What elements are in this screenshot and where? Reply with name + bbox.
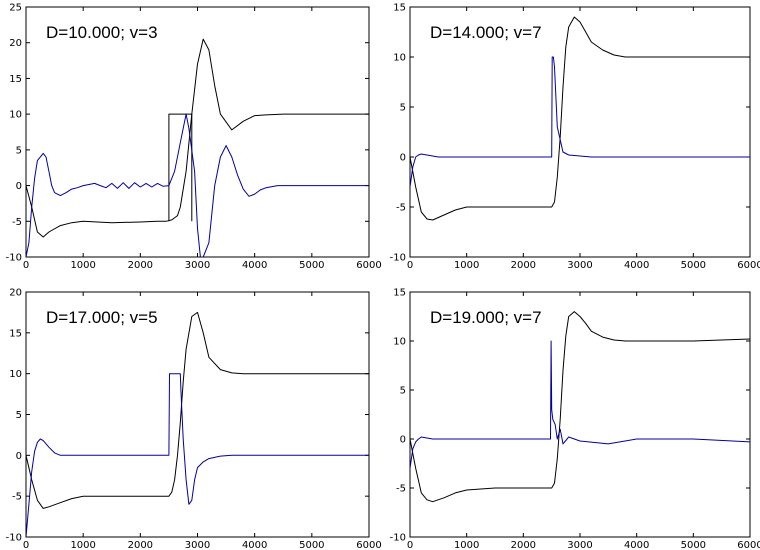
x-tick-label: 5000 xyxy=(299,260,324,271)
x-tick-label: 3000 xyxy=(185,540,210,550)
x-tick-label: 2000 xyxy=(128,540,153,550)
y-tick-label: 25 xyxy=(9,3,22,14)
plot-title: D=10.000; v=3 xyxy=(46,23,158,42)
series-line-3 xyxy=(26,113,369,257)
subplot-4: 0 1000 2000 3000 4000 5000 6000 -10 -5 0 5 10 15 D=19… xyxy=(390,288,760,550)
plot-title: D=17.000; v=5 xyxy=(46,308,158,327)
series-line-1 xyxy=(410,16,750,221)
y-tick-label: 20 xyxy=(9,38,22,49)
y-tick-label: 5 xyxy=(16,145,22,156)
y-tick-label: -5 xyxy=(12,492,22,503)
x-tick-label: 1000 xyxy=(70,260,95,271)
x-tick-label: 5000 xyxy=(681,260,706,271)
x-tick-label: 6000 xyxy=(356,540,381,550)
y-tick-label: 15 xyxy=(9,328,22,339)
axes-box xyxy=(25,291,370,538)
y-tick-label: 5 xyxy=(16,410,22,421)
x-tick-label: 1000 xyxy=(454,260,479,271)
axes-box xyxy=(409,291,751,538)
x-tick-label: 5000 xyxy=(681,540,706,550)
plot-area xyxy=(26,38,369,257)
series-line-1 xyxy=(26,311,369,509)
plot-title: D=14.000; v=7 xyxy=(430,23,542,42)
y-tick-label: -10 xyxy=(6,253,22,264)
x-tick-label: 0 xyxy=(407,540,413,550)
x-tick-label: 4000 xyxy=(242,540,267,550)
x-tick-label: 3000 xyxy=(567,540,592,550)
series-line-1 xyxy=(410,311,750,503)
y-tick-label: 0 xyxy=(400,153,406,164)
y-tick-label: -5 xyxy=(396,203,406,214)
x-tick-label: 2000 xyxy=(511,260,536,271)
x-tick-label: 4000 xyxy=(624,540,649,550)
y-tick-label: 10 xyxy=(9,369,22,380)
plot-area xyxy=(26,311,369,537)
x-tick-label: 3000 xyxy=(567,260,592,271)
y-tick-label: 5 xyxy=(400,103,406,114)
x-tick-label: 1000 xyxy=(70,540,95,550)
axes-box xyxy=(409,6,751,258)
x-tick-label: 2000 xyxy=(128,260,153,271)
y-tick-label: 0 xyxy=(400,435,406,446)
y-tick-label: -5 xyxy=(12,217,22,228)
plot-area xyxy=(410,16,750,221)
plot-area xyxy=(410,311,750,503)
series-line-2 xyxy=(410,340,750,469)
x-tick-label: 6000 xyxy=(737,540,760,550)
y-tick-label: -10 xyxy=(390,253,406,264)
x-tick-label: 3000 xyxy=(185,260,210,271)
plot-title: D=19.000; v=7 xyxy=(430,308,542,327)
subplot-3: 0 1000 2000 3000 4000 5000 6000 -10 -5 0 5 10 15 20 D=… xyxy=(6,288,382,550)
x-tick-label: 0 xyxy=(23,540,29,550)
series-line-2 xyxy=(26,373,369,537)
x-tick-label: 2000 xyxy=(511,540,536,550)
x-tick-label: 5000 xyxy=(299,540,324,550)
y-tick-label: -5 xyxy=(396,484,406,495)
y-tick-label: 15 xyxy=(393,3,406,14)
x-tick-label: 4000 xyxy=(242,260,267,271)
y-tick-label: 5 xyxy=(400,386,406,397)
x-tick-label: 4000 xyxy=(624,260,649,271)
x-tick-label: 6000 xyxy=(356,260,381,271)
y-tick-label: 15 xyxy=(9,74,22,85)
x-tick-label: 1000 xyxy=(454,540,479,550)
y-tick-label: 10 xyxy=(9,110,22,121)
y-tick-label: 15 xyxy=(393,288,406,299)
subplot-1: 0 1000 2000 3000 4000 5000 6000 -10 -5 0 5 10 15 20 25… xyxy=(6,3,382,272)
axes-box xyxy=(25,6,370,258)
y-tick-label: 0 xyxy=(16,451,22,462)
series-line-2 xyxy=(410,56,750,188)
x-tick-label: 0 xyxy=(23,260,29,271)
series-line-2 xyxy=(168,113,193,222)
series-line-1 xyxy=(26,38,369,238)
y-tick-label: 10 xyxy=(393,53,406,64)
x-tick-label: 6000 xyxy=(737,260,760,271)
y-tick-label: 0 xyxy=(16,181,22,192)
x-tick-label: 0 xyxy=(407,260,413,271)
y-tick-label: 10 xyxy=(393,337,406,348)
y-tick-label: -10 xyxy=(390,533,406,544)
y-tick-label: -10 xyxy=(6,533,22,544)
subplot-2: 0 1000 2000 3000 4000 5000 6000 -10 -5 0 5 10 15 D=14… xyxy=(390,3,760,272)
y-tick-label: 20 xyxy=(9,288,22,299)
